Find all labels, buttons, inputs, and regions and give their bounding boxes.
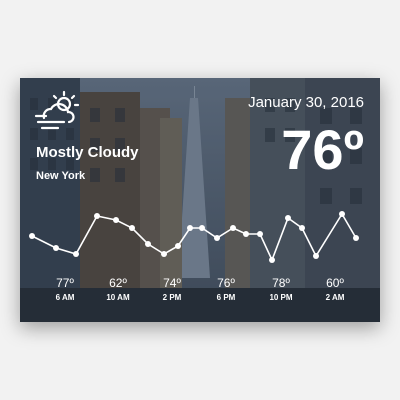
forecast-item: 74º 2 PM	[147, 276, 197, 302]
partly-cloudy-windy-icon	[34, 90, 80, 130]
forecast-temp: 78º	[272, 276, 290, 290]
forecast-temp: 76º	[217, 276, 235, 290]
current-temperature: 76º	[281, 118, 364, 181]
forecast-item: 62º 10 AM	[93, 276, 143, 302]
forecast-temp: 77º	[56, 276, 74, 290]
image-overlay	[20, 78, 380, 322]
forecast-temp: 74º	[163, 276, 181, 290]
city-background-image	[20, 78, 380, 322]
date-label: January 30, 2016	[248, 94, 364, 111]
forecast-time: 6 PM	[216, 293, 236, 302]
forecast-temp: 62º	[109, 276, 127, 290]
weather-condition: Mostly Cloudy	[36, 144, 139, 161]
forecast-time: 10 AM	[106, 293, 130, 302]
forecast-temp: 60º	[326, 276, 344, 290]
forecast-item: 78º 10 PM	[256, 276, 306, 302]
weather-card: Mostly Cloudy New York January 30, 2016 …	[20, 78, 380, 322]
temperature-trend-graph	[29, 211, 359, 263]
forecast-item: 60º 2 AM	[310, 276, 360, 302]
forecast-item: 77º 6 AM	[40, 276, 90, 302]
forecast-time: 6 AM	[55, 293, 75, 302]
forecast-item: 76º 6 PM	[201, 276, 251, 302]
forecast-time: 2 PM	[162, 293, 182, 302]
forecast-time: 10 PM	[269, 293, 293, 302]
location-label: New York	[36, 170, 86, 182]
forecast-time: 2 AM	[325, 293, 345, 302]
